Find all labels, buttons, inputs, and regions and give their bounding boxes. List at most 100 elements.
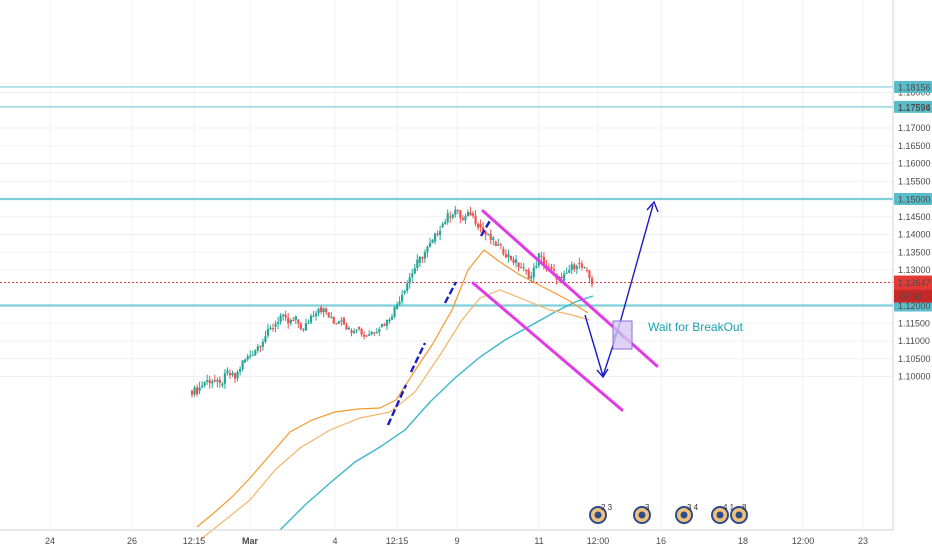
candle-body[interactable] — [449, 216, 452, 218]
candle-body[interactable] — [502, 248, 505, 255]
candle-body[interactable] — [244, 359, 247, 363]
candle-body[interactable] — [271, 328, 275, 330]
candle-body[interactable] — [380, 324, 383, 327]
candle-body[interactable] — [406, 283, 409, 291]
candle-body[interactable] — [426, 246, 429, 253]
candle-body[interactable] — [578, 262, 581, 264]
candle-body[interactable] — [228, 372, 232, 376]
candle-body[interactable] — [218, 379, 221, 383]
breakout-zone-box[interactable] — [612, 320, 633, 350]
last-price-badge[interactable] — [894, 275, 932, 290]
candle-body[interactable] — [325, 308, 328, 313]
candle-body[interactable] — [433, 233, 437, 242]
candle-body[interactable] — [254, 350, 257, 356]
candle-body[interactable] — [297, 319, 300, 324]
candle-body[interactable] — [451, 214, 454, 218]
candle-body[interactable] — [368, 334, 371, 336]
drawings[interactable]: Wait for BreakOut — [386, 200, 744, 426]
candle-body[interactable] — [403, 290, 406, 294]
candle-body[interactable] — [378, 329, 381, 333]
candle-body[interactable] — [292, 319, 295, 321]
candle-body[interactable] — [504, 254, 508, 258]
candle-body[interactable] — [390, 316, 394, 320]
candle-body[interactable] — [484, 231, 487, 235]
candle-body[interactable] — [520, 267, 523, 269]
candle-body[interactable] — [413, 268, 416, 274]
candle-body[interactable] — [208, 380, 211, 384]
candle-body[interactable] — [461, 217, 464, 220]
candle-body[interactable] — [352, 331, 356, 333]
level-badge[interactable] — [894, 193, 932, 205]
candle-body[interactable] — [401, 294, 404, 302]
candle-body[interactable] — [320, 307, 323, 313]
candle-body[interactable] — [530, 276, 533, 279]
candle-body[interactable] — [479, 223, 482, 228]
candle-body[interactable] — [411, 273, 414, 278]
candle-body[interactable] — [322, 308, 325, 313]
candle-body[interactable] — [471, 213, 475, 216]
candle-body[interactable] — [337, 321, 340, 324]
candle-body[interactable] — [246, 356, 249, 360]
candle-body[interactable] — [241, 360, 244, 370]
candle-body[interactable] — [309, 316, 313, 323]
candle-body[interactable] — [441, 223, 444, 228]
candle-body[interactable] — [507, 253, 510, 258]
candle-body[interactable] — [482, 227, 485, 232]
candle-body[interactable] — [332, 316, 335, 324]
candle-body[interactable] — [474, 215, 477, 224]
candle-body[interactable] — [456, 209, 459, 211]
candle-body[interactable] — [416, 259, 419, 269]
candle-body[interactable] — [289, 319, 292, 324]
candle-body[interactable] — [552, 269, 556, 271]
event-markers[interactable]: 2 3 3 3 4 4 1 8 — [589, 503, 748, 524]
candle-body[interactable] — [522, 267, 525, 269]
candle-body[interactable] — [388, 319, 391, 322]
candle-body[interactable] — [568, 270, 571, 273]
candle-body[interactable] — [259, 346, 262, 348]
candle-body[interactable] — [550, 266, 553, 270]
level-badge[interactable] — [894, 100, 932, 113]
candle-body[interactable] — [223, 373, 227, 384]
candle-body[interactable] — [345, 324, 348, 330]
candle-body[interactable] — [195, 387, 199, 395]
candle-body[interactable] — [492, 237, 495, 241]
candle-body[interactable] — [466, 212, 470, 217]
candle-body[interactable] — [193, 387, 196, 395]
candle-body[interactable] — [383, 324, 386, 326]
candle-body[interactable] — [264, 336, 267, 342]
candle-body[interactable] — [464, 216, 467, 221]
candle-body[interactable] — [201, 385, 204, 388]
candle-body[interactable] — [398, 301, 401, 305]
candle-body[interactable] — [512, 259, 515, 263]
candle-body[interactable] — [284, 314, 287, 318]
candle-body[interactable] — [560, 276, 563, 279]
candle-body[interactable] — [373, 332, 376, 334]
candle-body[interactable] — [266, 328, 270, 336]
candle-body[interactable] — [330, 316, 333, 318]
horizontal-levels[interactable] — [0, 86, 893, 307]
candle-body[interactable] — [342, 317, 345, 325]
time-axis[interactable]: 24 26 12:15 Mar 4 12:15 9 11 12:00 16 18 12:00 23 — [0, 529, 893, 546]
candle-body[interactable] — [509, 255, 513, 260]
candle-body[interactable] — [583, 266, 586, 268]
candle-body[interactable] — [489, 233, 492, 241]
candle-body[interactable] — [431, 239, 434, 243]
candle-body[interactable] — [395, 304, 399, 310]
candle-body[interactable] — [190, 390, 194, 395]
candle-body[interactable] — [365, 335, 368, 337]
candle-body[interactable] — [307, 322, 310, 324]
candle-body[interactable] — [469, 212, 472, 216]
candle-body[interactable] — [198, 387, 201, 391]
candle-body[interactable] — [540, 255, 543, 257]
candle-body[interactable] — [459, 210, 462, 218]
candle-body[interactable] — [221, 383, 224, 386]
candle-body[interactable] — [563, 273, 566, 281]
candle-body[interactable] — [312, 315, 315, 317]
candle-body[interactable] — [527, 270, 530, 279]
candle-body[interactable] — [314, 313, 318, 316]
candle-body[interactable] — [375, 332, 378, 334]
candle-body[interactable] — [317, 308, 320, 314]
candle-body[interactable] — [206, 380, 209, 382]
candle-body[interactable] — [239, 369, 242, 372]
candle-body[interactable] — [421, 256, 424, 259]
